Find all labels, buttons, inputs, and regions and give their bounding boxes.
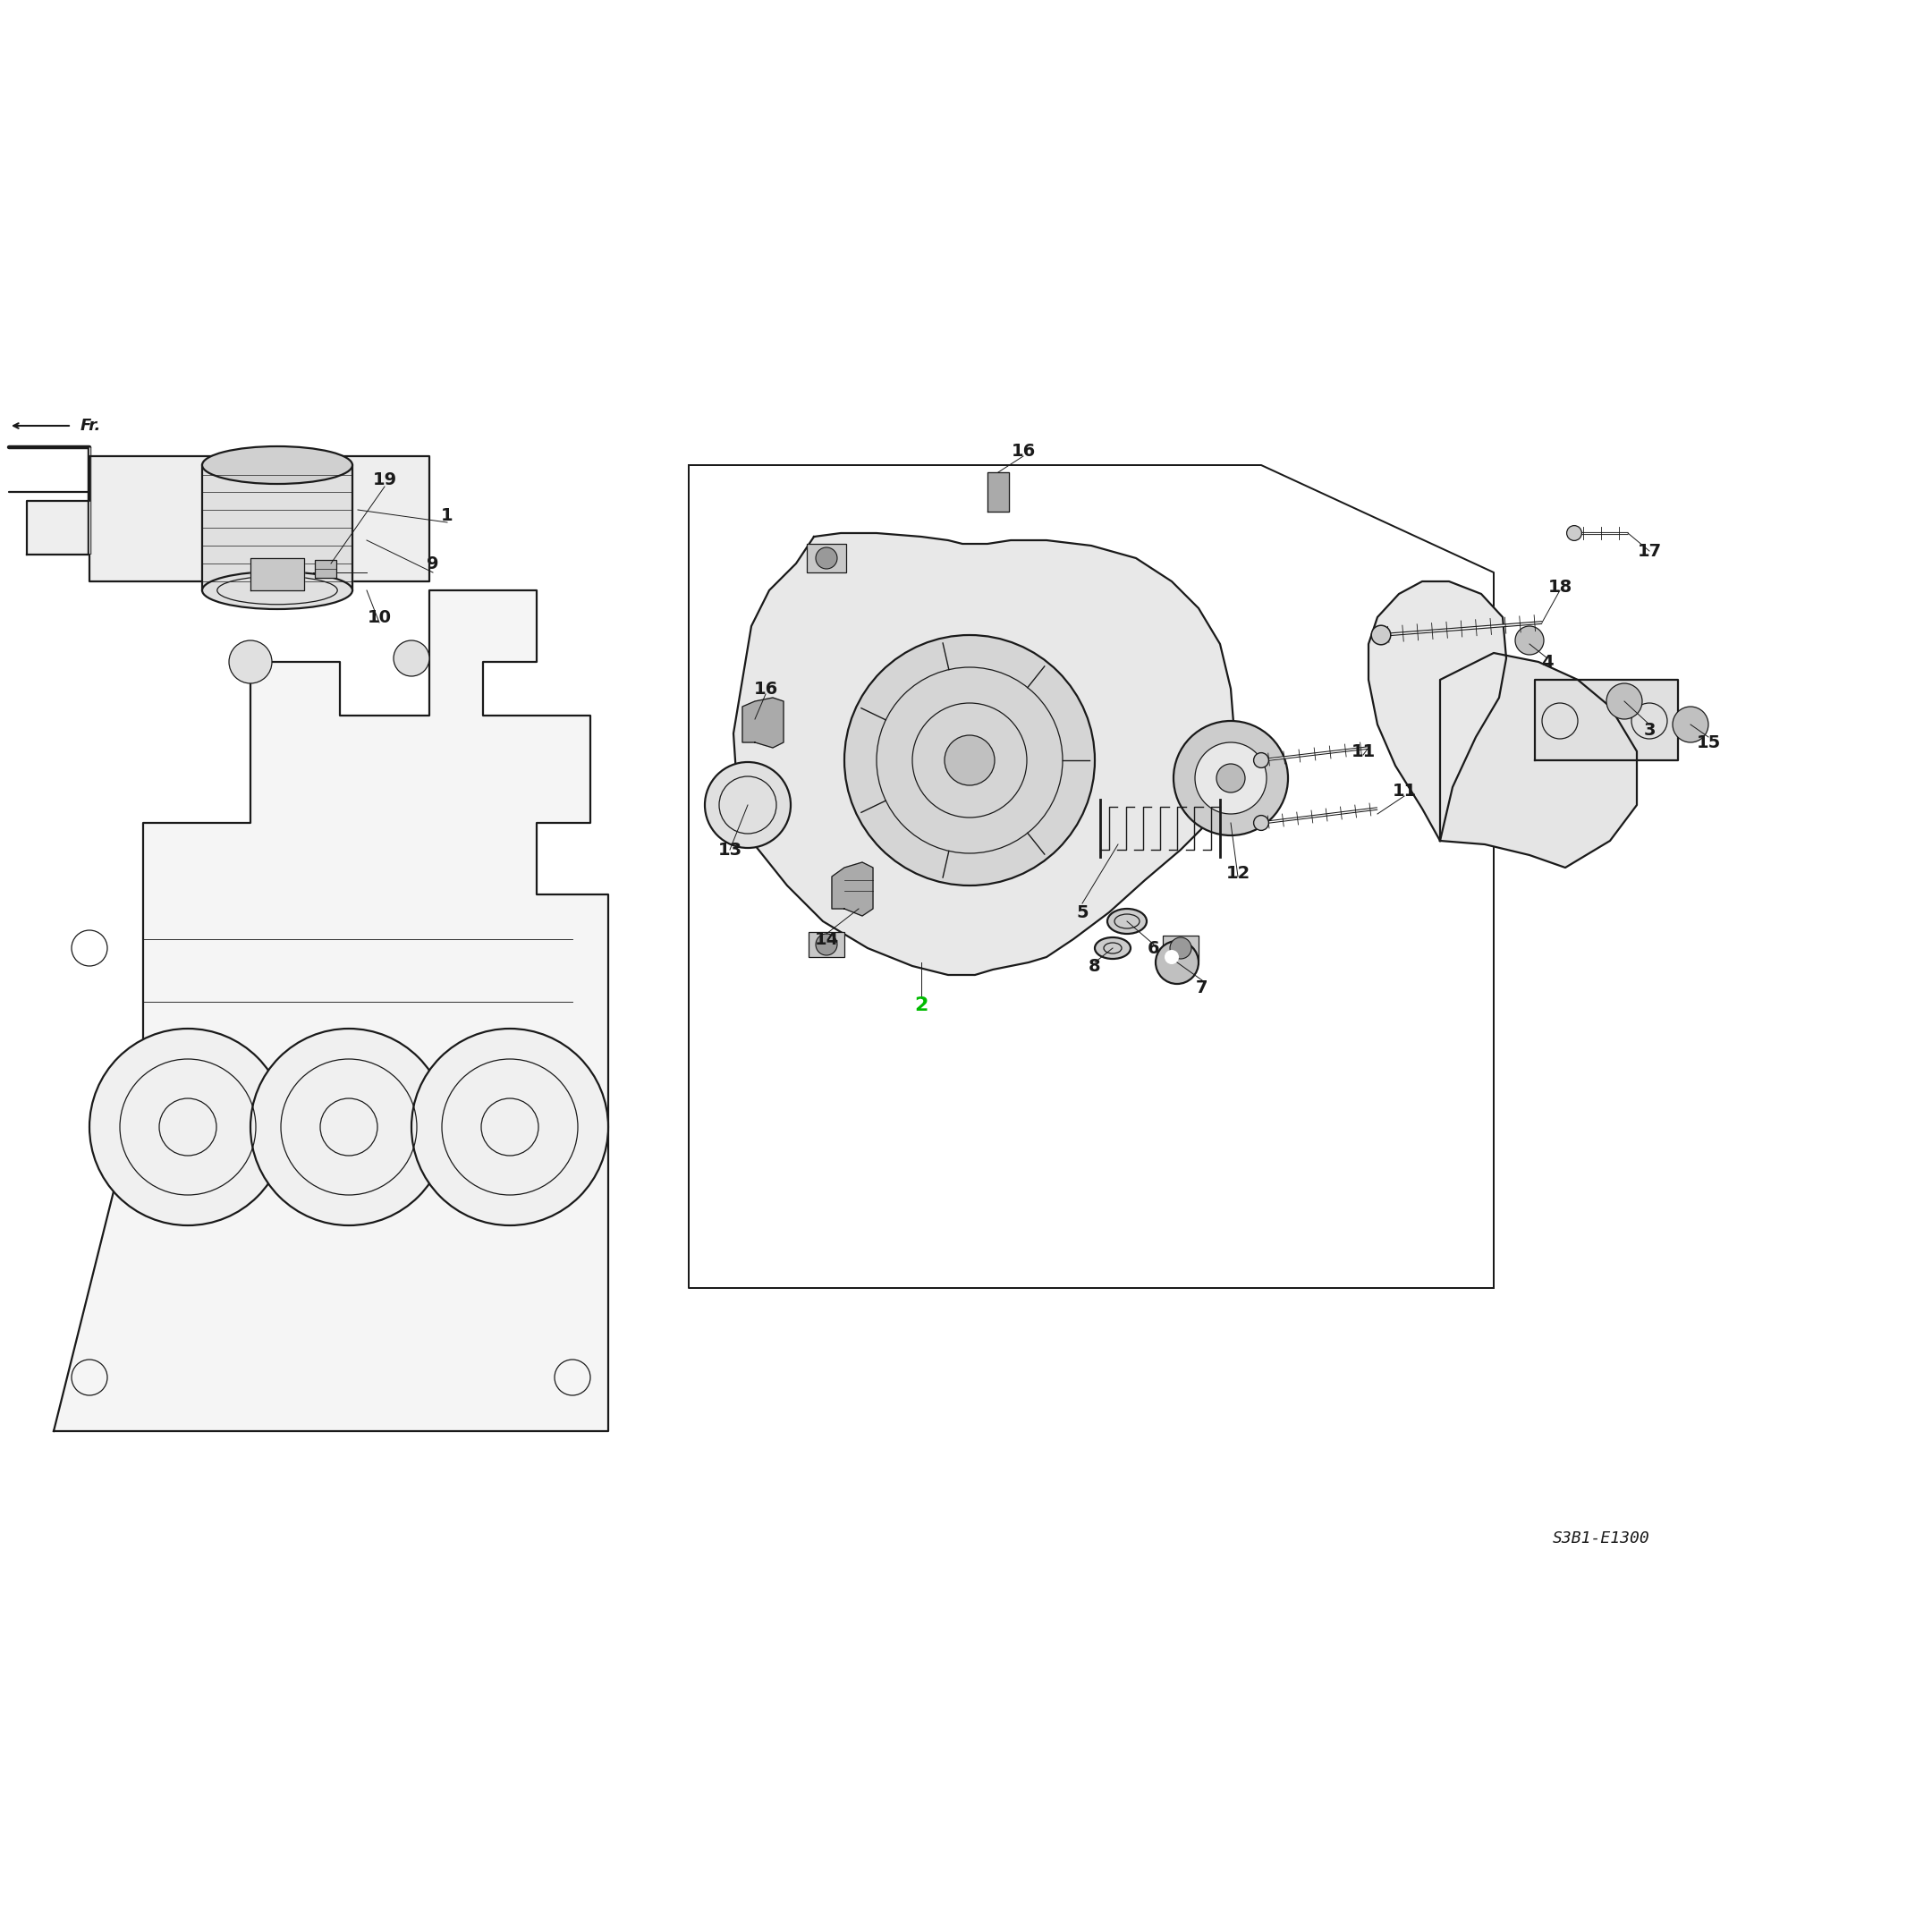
Polygon shape — [987, 471, 1009, 512]
Ellipse shape — [203, 572, 352, 609]
Circle shape — [945, 736, 995, 784]
Circle shape — [1217, 763, 1244, 792]
Ellipse shape — [1107, 908, 1148, 933]
Polygon shape — [54, 591, 609, 1432]
Text: 8: 8 — [1090, 958, 1101, 974]
Text: 19: 19 — [373, 471, 396, 489]
Ellipse shape — [1095, 937, 1130, 958]
Text: 6: 6 — [1148, 939, 1159, 956]
Circle shape — [1196, 742, 1267, 813]
Circle shape — [1673, 707, 1708, 742]
Circle shape — [1165, 951, 1179, 964]
Text: S3B1-E1300: S3B1-E1300 — [1553, 1530, 1650, 1546]
Text: 1: 1 — [440, 506, 454, 524]
Polygon shape — [1439, 653, 1636, 867]
Polygon shape — [203, 466, 352, 591]
Circle shape — [1567, 526, 1582, 541]
Bar — [1163, 935, 1198, 960]
Circle shape — [89, 1028, 286, 1225]
Text: 15: 15 — [1696, 734, 1721, 752]
Circle shape — [412, 1028, 609, 1225]
Circle shape — [1605, 684, 1642, 719]
Circle shape — [705, 761, 790, 848]
Circle shape — [251, 1028, 446, 1225]
Polygon shape — [742, 697, 784, 748]
Text: 16: 16 — [753, 680, 779, 697]
Circle shape — [815, 933, 837, 954]
Text: 9: 9 — [427, 554, 439, 572]
Text: 10: 10 — [367, 609, 392, 626]
Text: 14: 14 — [813, 931, 838, 949]
Text: 4: 4 — [1542, 653, 1553, 670]
Circle shape — [1155, 941, 1198, 983]
Text: 11: 11 — [1350, 742, 1376, 759]
Text: 13: 13 — [717, 840, 742, 858]
Polygon shape — [251, 558, 303, 591]
Circle shape — [815, 547, 837, 568]
Polygon shape — [27, 456, 429, 582]
Text: 7: 7 — [1196, 980, 1208, 997]
Circle shape — [844, 636, 1095, 885]
Circle shape — [1515, 626, 1544, 655]
Text: Fr.: Fr. — [81, 417, 100, 435]
Text: 18: 18 — [1548, 578, 1573, 595]
Text: 16: 16 — [1010, 442, 1036, 460]
Circle shape — [1173, 721, 1289, 835]
Text: 5: 5 — [1076, 904, 1088, 922]
Bar — [808, 543, 846, 572]
Circle shape — [1372, 626, 1391, 645]
Circle shape — [1254, 815, 1269, 831]
Circle shape — [1254, 753, 1269, 767]
Circle shape — [1171, 937, 1192, 958]
Ellipse shape — [203, 446, 352, 483]
Text: 17: 17 — [1636, 543, 1662, 560]
Text: 11: 11 — [1393, 782, 1416, 800]
Circle shape — [230, 639, 272, 684]
Text: 2: 2 — [914, 997, 927, 1014]
Polygon shape — [833, 862, 873, 916]
Text: 3: 3 — [1644, 721, 1656, 738]
Text: 12: 12 — [1225, 864, 1250, 881]
Bar — [315, 560, 336, 578]
Bar — [810, 931, 844, 956]
Polygon shape — [1368, 582, 1507, 840]
Polygon shape — [1534, 680, 1679, 761]
Polygon shape — [734, 533, 1235, 976]
Circle shape — [394, 639, 429, 676]
